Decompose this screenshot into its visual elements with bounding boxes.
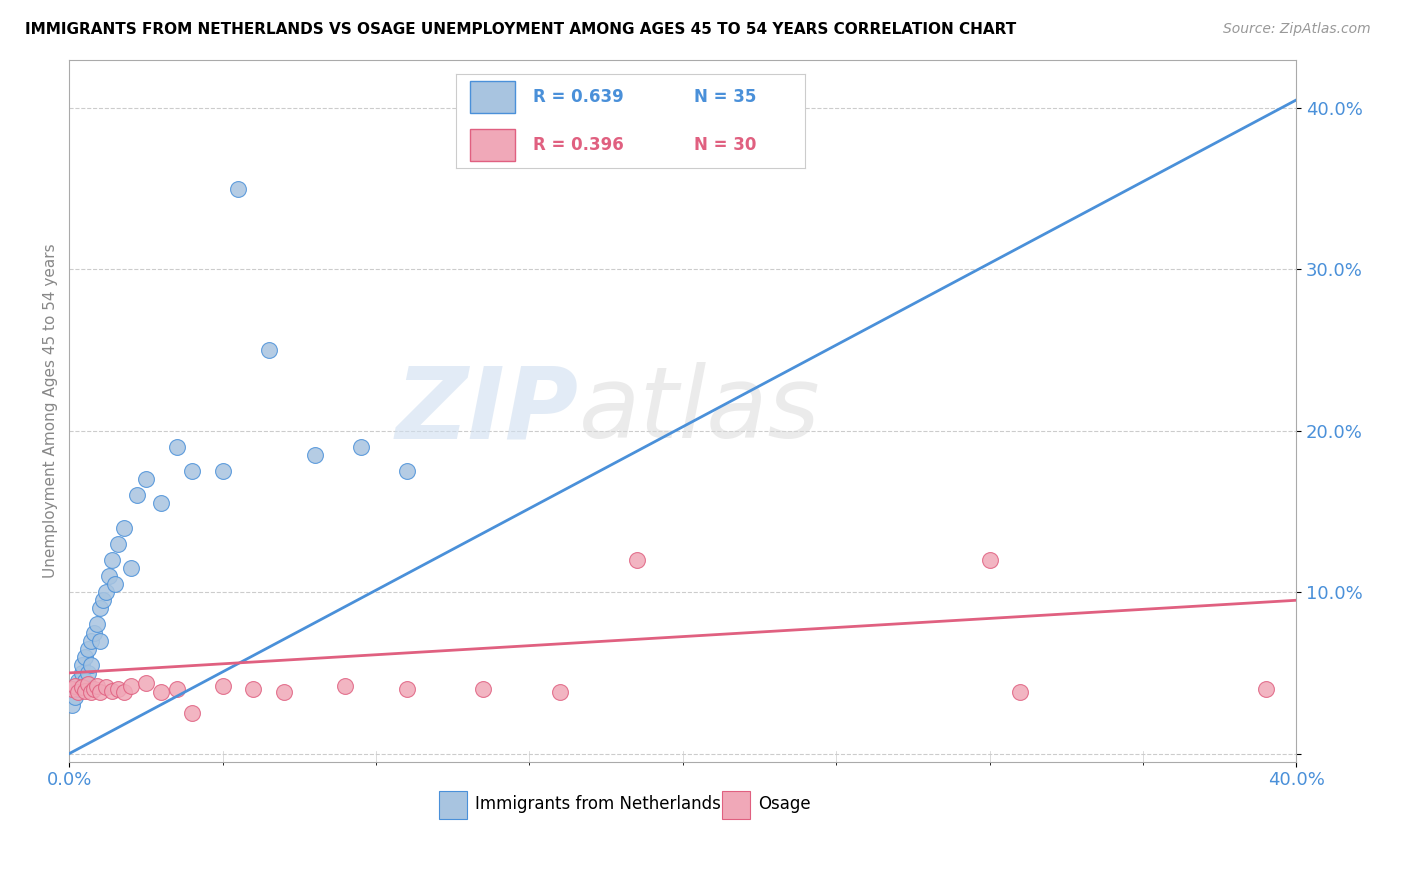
Point	[1010, 685, 1032, 699]
Point	[304, 448, 326, 462]
Point	[107, 681, 129, 696]
Point	[150, 496, 173, 510]
Point	[67, 685, 90, 699]
Point	[166, 440, 188, 454]
Point	[80, 633, 103, 648]
Point	[120, 561, 142, 575]
Point	[135, 472, 157, 486]
Point	[257, 343, 280, 357]
Point	[67, 673, 90, 688]
Point	[395, 464, 418, 478]
Point	[135, 675, 157, 690]
Point	[91, 593, 114, 607]
Point	[472, 681, 495, 696]
Point	[104, 577, 127, 591]
Point	[395, 681, 418, 696]
Point	[273, 685, 295, 699]
Point	[80, 657, 103, 672]
Point	[86, 679, 108, 693]
Text: Source: ZipAtlas.com: Source: ZipAtlas.com	[1223, 22, 1371, 37]
Point	[80, 685, 103, 699]
Point	[65, 679, 87, 693]
Point	[73, 683, 96, 698]
Point	[226, 182, 249, 196]
Point	[125, 488, 148, 502]
Text: IMMIGRANTS FROM NETHERLANDS VS OSAGE UNEMPLOYMENT AMONG AGES 45 TO 54 YEARS CORR: IMMIGRANTS FROM NETHERLANDS VS OSAGE UNE…	[25, 22, 1017, 37]
Point	[107, 537, 129, 551]
Point	[76, 641, 98, 656]
Point	[89, 601, 111, 615]
Point	[94, 681, 117, 695]
Point	[626, 553, 648, 567]
Point	[94, 585, 117, 599]
Point	[76, 677, 98, 691]
Point	[83, 625, 105, 640]
Point	[150, 685, 173, 699]
Point	[335, 679, 357, 693]
Point	[166, 681, 188, 696]
Y-axis label: Unemployment Among Ages 45 to 54 years: Unemployment Among Ages 45 to 54 years	[44, 244, 58, 578]
Text: ZIP: ZIP	[395, 362, 578, 459]
Point	[67, 681, 90, 696]
Point	[114, 521, 136, 535]
Point	[70, 657, 93, 672]
Point	[350, 440, 373, 454]
Point	[70, 665, 93, 680]
Point	[60, 698, 83, 713]
Point	[86, 617, 108, 632]
Point	[89, 633, 111, 648]
Point	[1254, 681, 1277, 696]
Text: atlas: atlas	[578, 362, 820, 459]
Point	[83, 681, 105, 696]
Point	[211, 679, 233, 693]
Point	[101, 553, 124, 567]
Point	[98, 569, 121, 583]
Point	[114, 685, 136, 699]
Point	[76, 665, 98, 680]
Point	[181, 706, 204, 721]
Point	[979, 553, 1001, 567]
Point	[120, 679, 142, 693]
Point	[242, 681, 264, 696]
Point	[181, 464, 204, 478]
Point	[73, 649, 96, 664]
Point	[60, 681, 83, 696]
Point	[211, 464, 233, 478]
Point	[73, 673, 96, 688]
Point	[548, 685, 571, 699]
Point	[101, 683, 124, 698]
Point	[65, 690, 87, 705]
Point	[89, 685, 111, 699]
Point	[70, 681, 93, 695]
